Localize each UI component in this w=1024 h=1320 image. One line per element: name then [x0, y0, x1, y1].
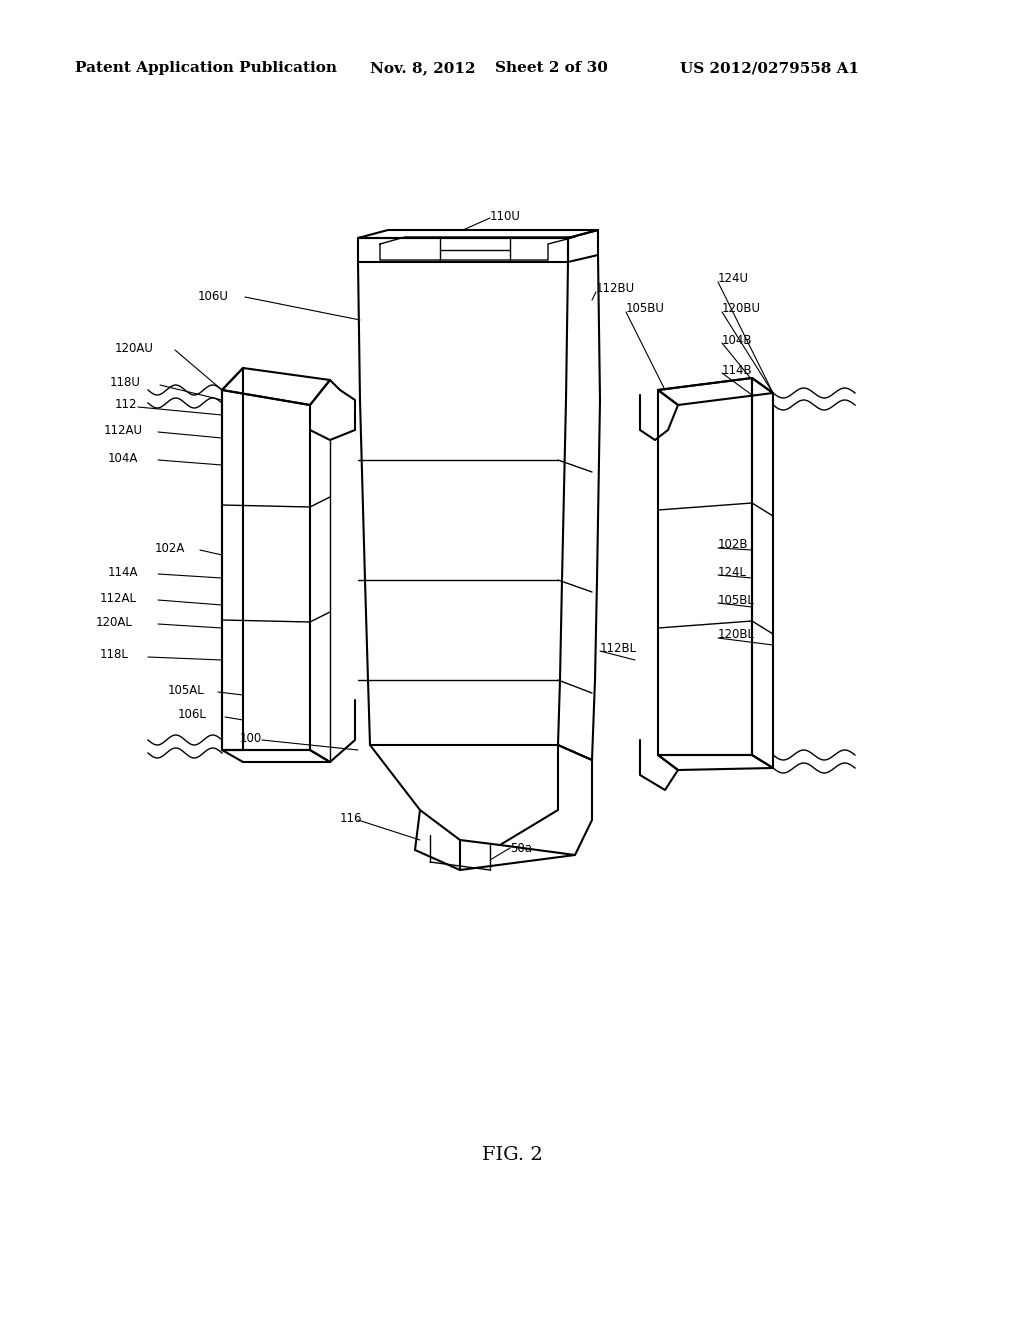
Text: 104B: 104B: [722, 334, 753, 346]
Text: 110U: 110U: [490, 210, 521, 223]
Text: 106L: 106L: [178, 709, 207, 722]
Text: 120BL: 120BL: [718, 628, 755, 642]
Text: US 2012/0279558 A1: US 2012/0279558 A1: [680, 61, 859, 75]
Text: Sheet 2 of 30: Sheet 2 of 30: [495, 61, 608, 75]
Text: 50a: 50a: [510, 842, 532, 854]
Text: 114A: 114A: [108, 565, 138, 578]
Text: 112AU: 112AU: [104, 424, 143, 437]
Text: FIG. 2: FIG. 2: [481, 1146, 543, 1164]
Text: 118U: 118U: [110, 376, 141, 389]
Text: 102B: 102B: [718, 539, 749, 552]
Text: 120AL: 120AL: [96, 615, 133, 628]
Text: 102A: 102A: [155, 541, 185, 554]
Text: 100: 100: [240, 731, 262, 744]
Text: Patent Application Publication: Patent Application Publication: [75, 61, 337, 75]
Text: Nov. 8, 2012: Nov. 8, 2012: [370, 61, 475, 75]
Text: 112AL: 112AL: [100, 591, 137, 605]
Text: 112BL: 112BL: [600, 642, 637, 655]
Text: 120BU: 120BU: [722, 301, 761, 314]
Text: 104A: 104A: [108, 451, 138, 465]
Text: 106U: 106U: [198, 290, 229, 304]
Text: 112: 112: [115, 399, 137, 412]
Text: 105BU: 105BU: [626, 301, 665, 314]
Text: 105AL: 105AL: [168, 684, 205, 697]
Text: 105BL: 105BL: [718, 594, 755, 606]
Text: 124U: 124U: [718, 272, 749, 285]
Text: 120AU: 120AU: [115, 342, 154, 355]
Text: 112BU: 112BU: [596, 281, 635, 294]
Text: 116: 116: [340, 812, 362, 825]
Text: 124L: 124L: [718, 565, 746, 578]
Text: 118L: 118L: [100, 648, 129, 661]
Text: 114B: 114B: [722, 363, 753, 376]
